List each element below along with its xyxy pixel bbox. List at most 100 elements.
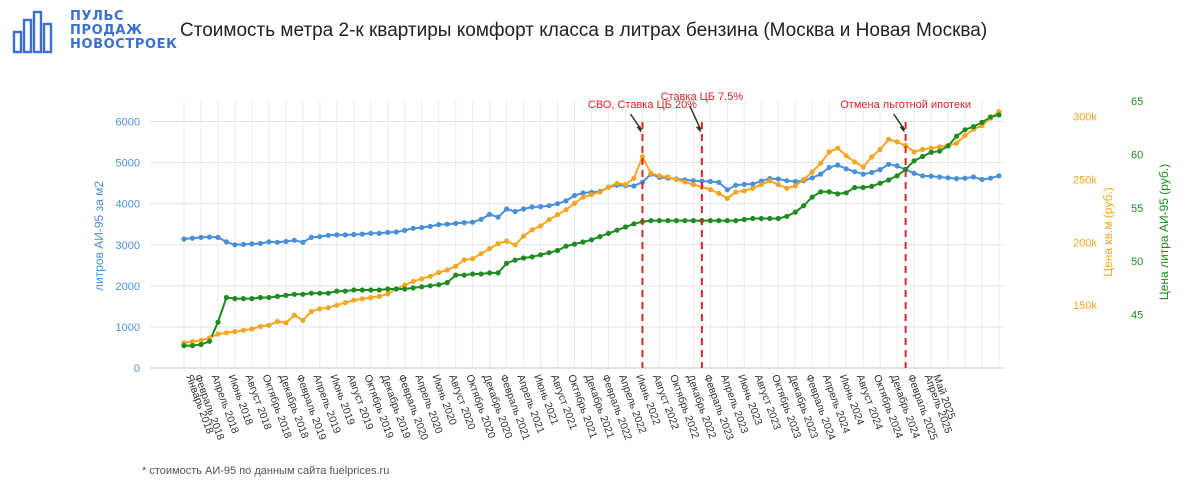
y-left-label: литров АИ-95 за м2: [92, 181, 106, 291]
series-0-point: [699, 178, 705, 184]
series-2-point: [249, 296, 255, 302]
series-1-point: [232, 329, 238, 335]
series-0-point: [852, 169, 858, 175]
series-0-point: [911, 170, 917, 176]
series-2-point: [198, 341, 204, 348]
series-1-point: [962, 133, 968, 139]
series-0-point: [869, 169, 875, 176]
series-2-point: [308, 290, 314, 296]
series-2-point: [920, 153, 926, 160]
series-0-point: [419, 224, 425, 231]
series-0-point: [512, 208, 518, 215]
series-1-point: [291, 312, 297, 318]
series-0-point: [818, 171, 824, 177]
series-2-point: [571, 241, 578, 247]
series-0-point: [385, 229, 391, 235]
series-0-point: [274, 239, 280, 245]
series-0-point: [784, 178, 790, 184]
series-1-point: [673, 176, 680, 183]
series-0-point: [487, 211, 493, 217]
series-2-point: [758, 215, 764, 222]
series-2-point: [945, 143, 951, 149]
series-1-point: [529, 227, 535, 233]
series-0-point: [792, 178, 798, 185]
series-2-point: [852, 184, 858, 191]
series-1-point: [784, 185, 790, 191]
y-left-tick: 0: [134, 363, 140, 375]
series-2-point: [317, 290, 323, 296]
series-2-point: [911, 158, 917, 164]
series-0-point: [920, 173, 926, 179]
series-1-point: [843, 153, 849, 159]
series-0-point: [529, 204, 535, 210]
event-label: Отмена льготной ипотеки: [840, 99, 971, 111]
series-0-point: [546, 203, 552, 209]
series-1-point: [351, 297, 357, 303]
series-1-point: [453, 263, 459, 269]
series-1-point: [436, 269, 442, 276]
series-0-point: [206, 234, 213, 240]
series-1-point: [342, 300, 348, 306]
series-2-point: [325, 290, 331, 296]
series-1-point: [554, 212, 561, 218]
series-1-point: [818, 160, 824, 166]
series-2-point: [359, 287, 365, 293]
series-1-point: [954, 140, 960, 146]
series-0-point: [962, 175, 968, 181]
series-2-point: [385, 286, 391, 292]
series-0-point: [631, 183, 637, 189]
series-2-point: [419, 284, 425, 290]
y-right2-tick: 55: [1131, 203, 1143, 215]
building-bars-icon: [12, 10, 53, 54]
series-2-point: [368, 287, 374, 293]
series-0-point: [886, 161, 892, 167]
series-2-point: [979, 119, 985, 125]
series-2-point: [189, 343, 196, 349]
series-1-point: [682, 179, 688, 185]
series-0-point: [521, 206, 527, 212]
series-2-point: [690, 218, 697, 224]
series-2-point: [792, 209, 798, 215]
series-1-point: [215, 331, 221, 337]
series-2-point: [826, 189, 832, 195]
series-2-point: [410, 285, 416, 291]
series-0-point: [291, 237, 297, 243]
series-1-point: [665, 174, 671, 180]
brand-logo: ПУЛЬС ПРОДАЖ НОВОСТРОЕК: [12, 8, 177, 54]
series-0-point: [945, 175, 951, 181]
series-2-point: [487, 270, 493, 276]
series-2-point: [334, 288, 340, 294]
y-left-tick: 2000: [116, 281, 140, 293]
event-arrow-head: [899, 126, 905, 133]
series-0-point: [571, 192, 578, 199]
series-0-point: [724, 187, 730, 193]
series-1-point: [809, 169, 815, 175]
series-0-point: [266, 239, 272, 245]
series-2-point: [529, 254, 535, 260]
series-0-point: [809, 175, 815, 181]
series-1-point: [733, 189, 739, 195]
series-1-point: [427, 273, 433, 279]
series-2-point: [987, 114, 994, 120]
y-right1-tick: 250k: [1073, 175, 1097, 187]
series-2-point: [835, 191, 841, 197]
series-2-point: [393, 286, 399, 292]
series-2-point: [801, 203, 807, 209]
series-0-point: [894, 163, 900, 169]
series-0-point: [580, 190, 586, 196]
y-right2-tick: 60: [1131, 149, 1143, 161]
y-left-tick: 1000: [116, 322, 140, 334]
series-1-point: [860, 164, 866, 170]
series-0-point: [970, 174, 977, 180]
y-right1-tick: 150k: [1073, 300, 1097, 312]
y-left-tick: 6000: [116, 117, 140, 129]
series-0-point: [368, 230, 374, 236]
series-0-point: [376, 230, 382, 236]
series-2-point: [495, 270, 501, 276]
series-1-point: [639, 154, 646, 160]
series-1-point: [571, 200, 578, 206]
series-2-point: [860, 184, 866, 191]
series-1-point: [470, 256, 476, 262]
series-2-point: [928, 149, 934, 155]
